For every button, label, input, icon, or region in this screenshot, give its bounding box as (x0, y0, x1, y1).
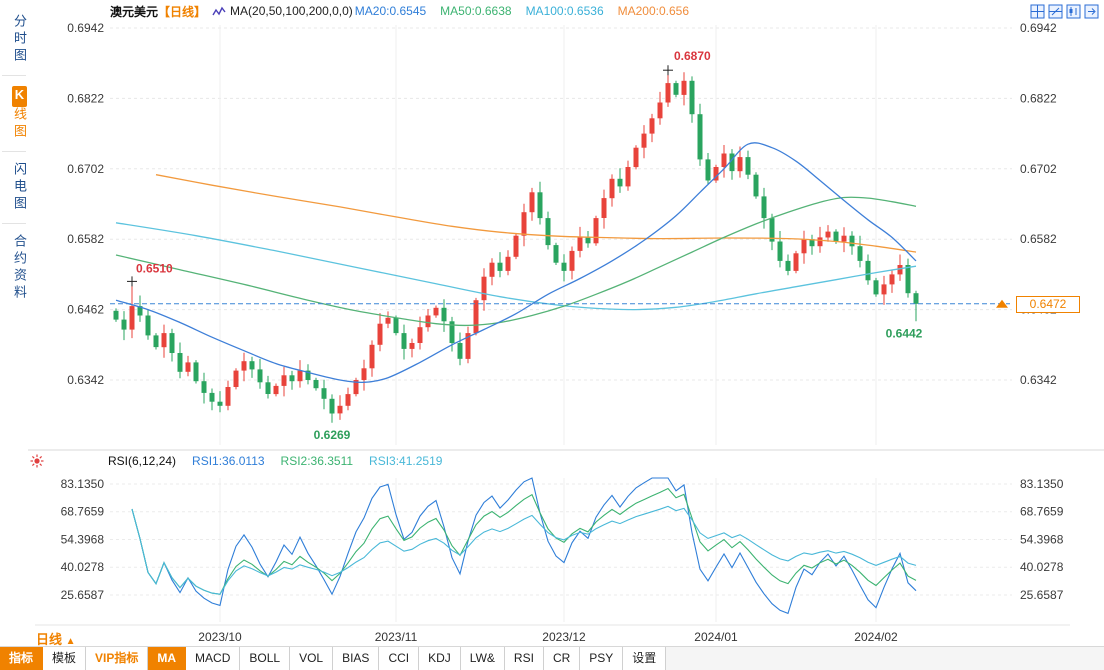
forward-pane-icon[interactable] (1084, 4, 1099, 19)
window-controls (1030, 4, 1099, 19)
active-item-highlight: K (12, 86, 27, 107)
period-label: 【日线】 (158, 4, 207, 19)
ma-value-MA100: MA100:0.6536 (525, 4, 604, 18)
period-selector-label: 日线 (36, 632, 63, 647)
tab-BOLL[interactable]: BOLL (240, 647, 291, 670)
rsi-value-RSI1: RSI1:36.0113 (192, 454, 265, 468)
tab-MACD[interactable]: MACD (186, 647, 241, 670)
svg-text:0.6510: 0.6510 (136, 261, 173, 275)
kline-indicator-icon (212, 5, 226, 18)
chevron-up-icon: ▲ (65, 636, 76, 647)
sidebar-item-合约资料[interactable]: 合约资料 (12, 234, 27, 302)
rsi-value-RSI2: RSI2:36.3511 (280, 454, 354, 468)
tab-PSY[interactable]: PSY (580, 647, 624, 670)
tab-LW&[interactable]: LW& (460, 647, 505, 670)
sidebar-item-闪电图[interactable]: 闪电图 (2, 152, 27, 224)
hsplit-pane-icon[interactable] (1048, 4, 1063, 19)
svg-text:0.6462: 0.6462 (67, 303, 104, 317)
svg-text:0.6442: 0.6442 (886, 326, 923, 340)
last-price-tag: 0.6472 (1016, 296, 1080, 313)
tab-VOL[interactable]: VOL (290, 647, 334, 670)
tab-CCI[interactable]: CCI (379, 647, 420, 670)
symbol-title: 澳元美元 (110, 4, 159, 19)
indicator-sun-icon[interactable] (30, 454, 44, 468)
ma-value-MA50: MA50:0.6638 (440, 4, 512, 18)
svg-text:83.1350: 83.1350 (61, 477, 105, 491)
svg-text:2023/10: 2023/10 (198, 630, 242, 644)
svg-text:0.6702: 0.6702 (1020, 162, 1057, 176)
tab-BIAS[interactable]: BIAS (333, 647, 380, 670)
svg-text:2023/12: 2023/12 (542, 630, 586, 644)
svg-text:0.6582: 0.6582 (1020, 232, 1057, 246)
ma-params-label: MA(20,50,100,200,0,0) (230, 4, 353, 18)
svg-text:2024/02: 2024/02 (854, 630, 898, 644)
tab-RSI[interactable]: RSI (504, 647, 544, 670)
svg-text:0.6942: 0.6942 (67, 21, 104, 35)
ma-value-MA20: MA20:0.6545 (354, 4, 427, 18)
svg-text:0.6269: 0.6269 (314, 428, 351, 442)
sidebar-item-K线图[interactable]: K线图 (2, 76, 27, 152)
rsi-values: RSI1:36.0113 RSI2:36.3511 RSI3:41.2519 (176, 454, 442, 468)
tab-设置[interactable]: 设置 (623, 647, 667, 670)
svg-text:54.3968: 54.3968 (1020, 533, 1064, 547)
svg-text:2023/11: 2023/11 (375, 630, 418, 644)
rsi-value-RSI3: RSI3:41.2519 (369, 454, 443, 468)
svg-text:0.6822: 0.6822 (67, 91, 104, 105)
svg-text:68.7659: 68.7659 (1020, 505, 1064, 519)
tab-指标[interactable]: 指标 (0, 647, 44, 670)
svg-text:2024/01: 2024/01 (694, 630, 738, 644)
period-selector[interactable]: 日线 ▲ (36, 629, 76, 648)
chart-canvas[interactable]: 0.6942 0.6942 0.6822 0.6822 0.6702 0.6702 0.65… (0, 0, 1104, 646)
sidebar-item-label: 线图 (12, 107, 27, 141)
tab-CR[interactable]: CR (543, 647, 581, 670)
tab-模板[interactable]: 模板 (43, 647, 87, 670)
tab-MA[interactable]: MA (148, 647, 187, 670)
sidebar: 分时图 K线图 闪电图 合约资料 (0, 0, 28, 646)
svg-text:0.6822: 0.6822 (1020, 91, 1057, 105)
quad-pane-icon[interactable] (1030, 4, 1045, 19)
svg-text:0.6870: 0.6870 (674, 49, 711, 63)
svg-text:40.0278: 40.0278 (1020, 560, 1064, 574)
rsi-header: RSI(6,12,24) RSI1:36.0113 RSI2:36.3511 RSI… (0, 452, 442, 470)
tab-KDJ[interactable]: KDJ (419, 647, 461, 670)
tab-VIP指标[interactable]: VIP指标 (86, 647, 149, 670)
kline-pane-icon[interactable] (1066, 4, 1081, 19)
sidebar-item-分时图[interactable]: 分时图 (2, 4, 27, 76)
rsi-params-label: RSI(6,12,24) (108, 454, 177, 468)
svg-text:68.7659: 68.7659 (61, 505, 105, 519)
svg-text:0.6702: 0.6702 (67, 162, 104, 176)
svg-text:0.6342: 0.6342 (1020, 373, 1057, 387)
ma-values: MA20:0.6545 MA50:0.6638 MA100:0.6536 MA200:… (355, 4, 703, 18)
svg-text:0.6582: 0.6582 (67, 232, 104, 246)
svg-text:54.3968: 54.3968 (61, 533, 105, 547)
svg-text:83.1350: 83.1350 (1020, 477, 1064, 491)
chart-header: 澳元美元 【日线】 MA(20,50,100,200,0,0) MA20:0.6… (28, 0, 1104, 22)
ma-value-MA200: MA200:0.656 (617, 4, 690, 18)
svg-text:25.6587: 25.6587 (1020, 588, 1064, 602)
svg-text:25.6587: 25.6587 (61, 588, 105, 602)
svg-text:0.6342: 0.6342 (67, 373, 104, 387)
indicator-toolbar: 指标 模板 VIP指标 MA MACD BOLL VOL BIAS CCI KDJ LW& RSI CR… (0, 646, 1104, 670)
svg-text:0.6942: 0.6942 (1020, 21, 1057, 35)
svg-text:40.0278: 40.0278 (61, 560, 105, 574)
